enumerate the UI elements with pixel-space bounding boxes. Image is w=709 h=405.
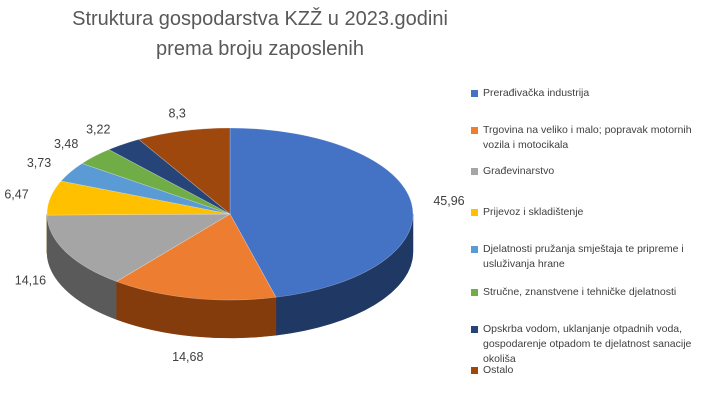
data-label: 6,47 <box>4 187 28 201</box>
pie-slice <box>60 163 231 215</box>
legend-item: Djelatnosti pružanja smještaja te pripre… <box>471 242 707 272</box>
pie-slice <box>138 127 231 215</box>
legend-label: Prerađivačka industrija <box>483 87 590 99</box>
legend-item: Opskrba vodom, uklanjanje otpadnih voda,… <box>471 322 707 367</box>
legend-swatch <box>471 209 478 216</box>
legend-item: Prijevoz i skladištenje <box>471 205 707 220</box>
legend-item: Stručne, znanstvene i tehničke djelatnos… <box>471 285 707 300</box>
legend-swatch <box>471 168 478 175</box>
legend-item: Prerađivačka industrija <box>471 86 707 101</box>
pie-slice <box>108 139 231 215</box>
legend-swatch <box>471 246 478 253</box>
legend-label: Stručne, znanstvene i tehničke djelatnos… <box>483 286 677 298</box>
pie-slice <box>229 127 414 298</box>
legend-label: Trgovina na veliko i malo; popravak moto… <box>483 124 692 151</box>
data-label: 14,68 <box>172 350 203 364</box>
legend-swatch <box>471 90 478 97</box>
pie-slice <box>115 213 277 301</box>
data-label: 8,3 <box>168 107 185 121</box>
legend-item: Građevinarstvo <box>471 164 707 179</box>
pie-slice <box>81 149 231 215</box>
legend-swatch <box>471 326 478 333</box>
data-label: 14,16 <box>15 274 46 288</box>
pie-slice <box>46 213 232 282</box>
data-label: 3,22 <box>86 123 110 137</box>
legend-label: Građevinarstvo <box>483 165 555 177</box>
pie-slice <box>46 180 231 216</box>
legend-swatch <box>471 289 478 296</box>
legend-swatch <box>471 367 478 374</box>
legend-label: Ostalo <box>483 364 514 376</box>
legend-label: Opskrba vodom, uklanjanje otpadnih voda,… <box>483 323 692 365</box>
data-label: 45,96 <box>433 194 464 208</box>
data-label: 3,73 <box>27 156 51 170</box>
legend-label: Prijevoz i skladištenje <box>483 206 584 218</box>
legend-swatch <box>471 127 478 134</box>
legend-item: Ostalo <box>471 363 707 378</box>
data-label: 3,48 <box>54 137 78 151</box>
chart-title: Struktura gospodarstva KZŽ u 2023.godini… <box>72 8 448 60</box>
legend-item: Trgovina na veliko i malo; popravak moto… <box>471 123 707 153</box>
legend-label: Djelatnosti pružanja smještaja te pripre… <box>483 243 684 270</box>
